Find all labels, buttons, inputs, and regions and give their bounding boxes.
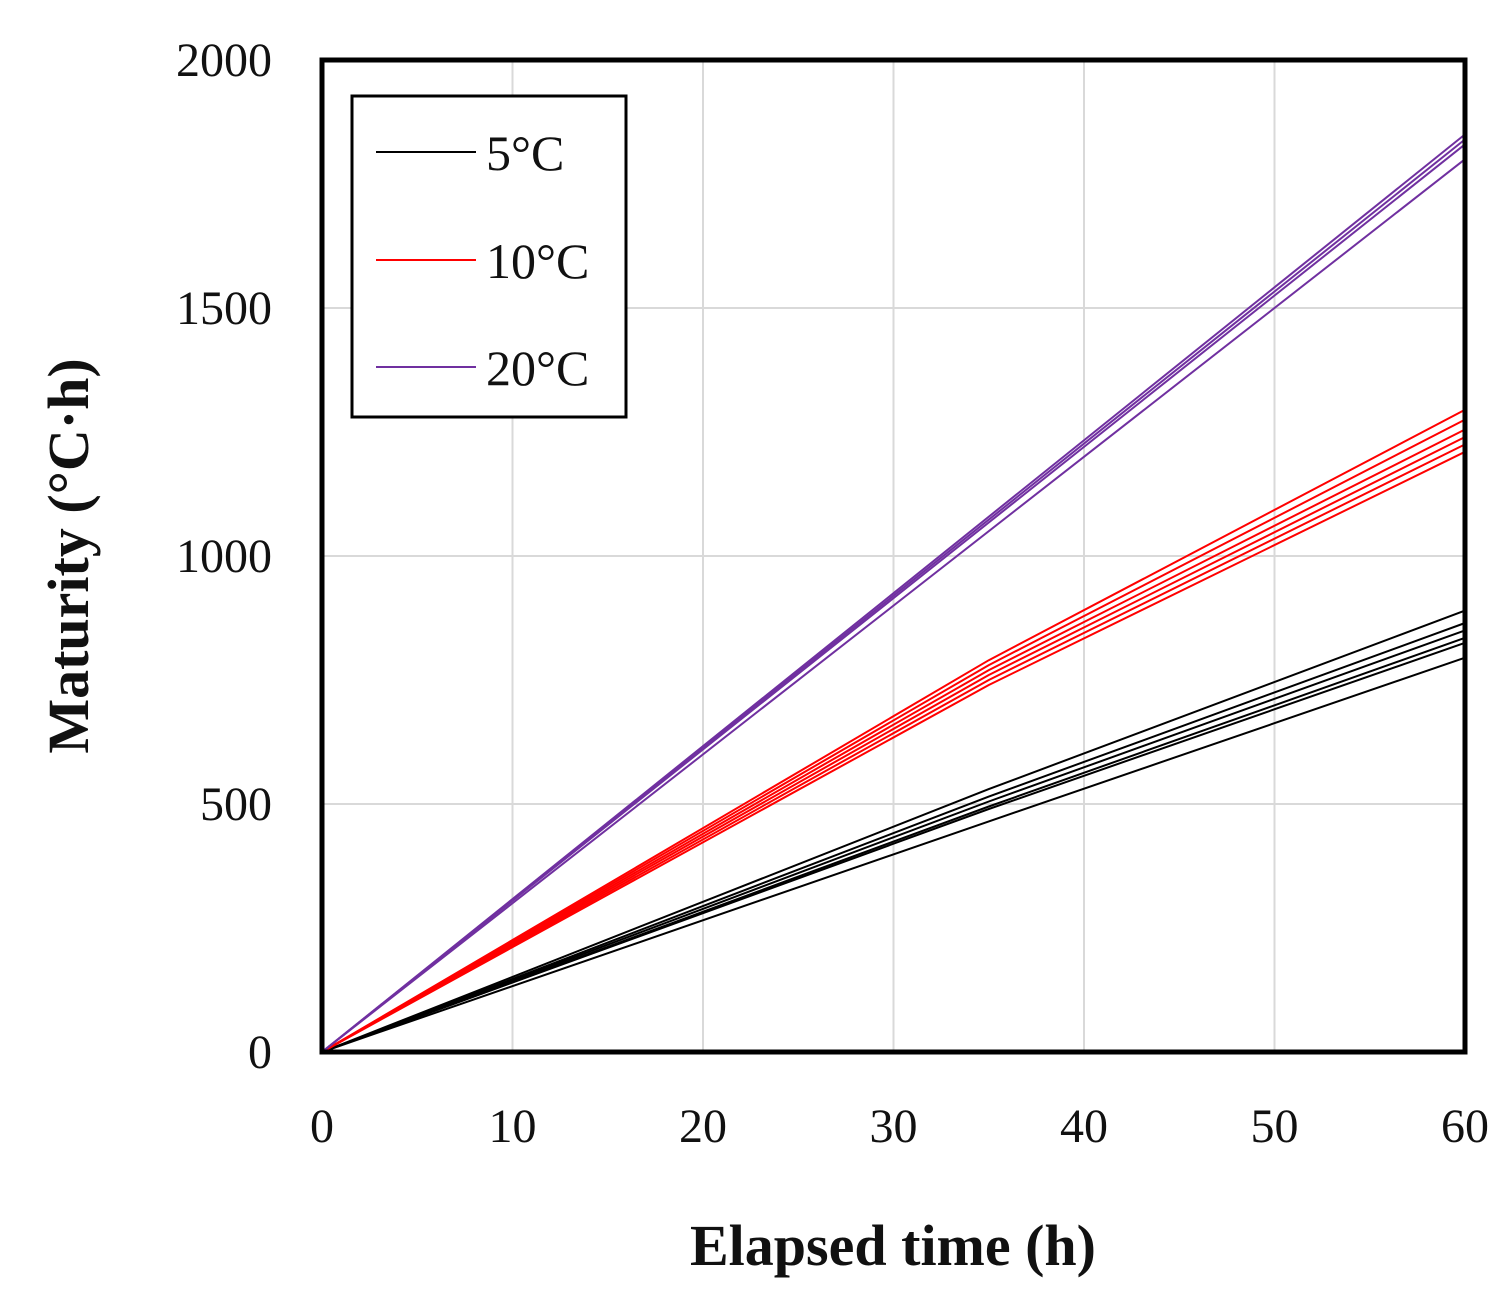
series-line-10c: [321, 418, 1466, 1053]
x-tick-label: 10: [489, 1100, 537, 1153]
x-tick-label: 50: [1251, 1100, 1299, 1153]
series-line-20c: [321, 158, 1466, 1053]
x-tick-label: 20: [679, 1100, 727, 1153]
legend: 5°C 10°C 20°C: [350, 94, 628, 419]
x-tick-label: 40: [1060, 1100, 1108, 1153]
legend-box: [350, 94, 628, 419]
y-tick-label: 500: [200, 778, 272, 831]
y-tick-label: 1000: [176, 530, 272, 583]
plot-frame: [319, 57, 1468, 1055]
legend-label-10c: 10°C: [486, 233, 589, 289]
series-line-5c: [321, 622, 1466, 1053]
series-line-5c: [321, 629, 1466, 1053]
series-line-5c: [321, 609, 1466, 1053]
x-axis-title: Elapsed time (h): [690, 1213, 1096, 1278]
y-axis-title: Maturity (°C·h): [36, 358, 101, 753]
series-line-10c: [321, 408, 1466, 1053]
y-tick-label: 2000: [176, 34, 272, 87]
series-line-10c: [321, 436, 1466, 1053]
x-tick-label: 30: [870, 1100, 918, 1153]
series-line-10c: [321, 428, 1466, 1053]
series-line-10c: [321, 450, 1466, 1053]
series-line-5c: [321, 641, 1466, 1053]
series-line-20c: [321, 143, 1466, 1053]
y-tick-labels: 0 500 1000 1500 2000: [176, 34, 272, 1079]
series-lines: [321, 133, 1466, 1053]
x-tick-labels: 0 10 20 30 40 50 60: [310, 1100, 1489, 1153]
legend-label-20c: 20°C: [486, 340, 589, 396]
x-tick-label: 60: [1441, 1100, 1489, 1153]
series-line-10c: [321, 443, 1466, 1053]
series-line-5c: [321, 656, 1466, 1053]
legend-label-5c: 5°C: [486, 125, 564, 181]
x-tick-label: 0: [310, 1100, 334, 1153]
y-tick-label: 0: [248, 1026, 272, 1079]
y-tick-label: 1500: [176, 282, 272, 335]
